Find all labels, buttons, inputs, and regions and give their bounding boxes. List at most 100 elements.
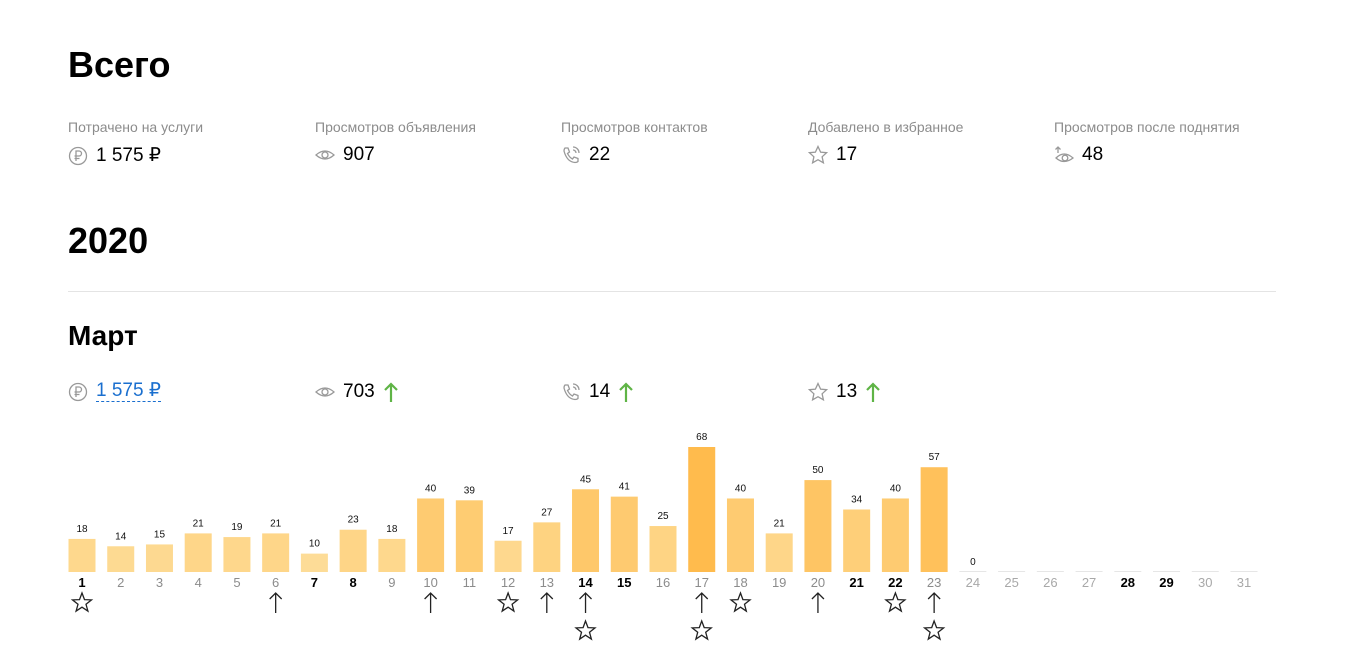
day-label: 10 (423, 575, 437, 590)
day-label: 23 (927, 575, 941, 590)
month-stat: 703 (315, 381, 399, 403)
empty-day (1075, 571, 1103, 572)
stat-label: Просмотров объявления (315, 119, 476, 135)
value-label: 17 (503, 526, 515, 537)
raise-arrow (695, 592, 709, 613)
value-label: 10 (309, 539, 321, 550)
phone-icon (563, 383, 580, 401)
up-arrow (383, 382, 398, 402)
stat-value: 17 (836, 144, 858, 165)
raise-arrow (579, 592, 592, 613)
stat: 22 (561, 144, 610, 166)
value-label: 41 (619, 482, 631, 493)
stat-value: 13 (836, 381, 858, 402)
value-label: 21 (270, 518, 282, 529)
empty-day (998, 571, 1026, 572)
favorite-star (729, 591, 752, 613)
heading: 2020 (68, 220, 149, 261)
phone-icon (563, 146, 580, 164)
bar (649, 526, 677, 572)
bar (417, 498, 445, 572)
bar (688, 447, 716, 572)
day-label: 2 (117, 575, 124, 590)
day-label: 9 (388, 575, 395, 590)
bar (184, 533, 212, 572)
day-label: 22 (888, 575, 902, 590)
ruble-icon (68, 146, 88, 165)
stat-value: 22 (589, 144, 611, 165)
spent-link[interactable]: 1 575 ₽ (96, 380, 161, 402)
stat: 48 (1054, 144, 1103, 166)
stat-label: Просмотров после поднятия (1054, 119, 1240, 135)
value-label: 18 (76, 524, 88, 535)
year-title: 2020 (68, 220, 148, 262)
bar (843, 509, 871, 572)
month-stat: 1 575 ₽ (68, 381, 161, 402)
stat-value: 14 (589, 381, 611, 402)
bar (378, 538, 406, 572)
month-title: Март (68, 320, 138, 352)
day-label: 19 (772, 575, 786, 590)
day-label: 15 (617, 575, 631, 590)
bar (881, 498, 909, 572)
value-label: 68 (696, 432, 708, 443)
stat-value: 907 (343, 144, 375, 165)
value-label: 40 (890, 483, 902, 494)
empty-day (1230, 571, 1258, 572)
stat-label: Потрачено на услуги (68, 119, 204, 135)
day-label: 16 (656, 575, 670, 590)
up-arrow (866, 382, 880, 402)
stat-value: 1 575 ₽ (96, 145, 161, 166)
stat: 17 (808, 144, 857, 166)
day-label: 1 (78, 575, 85, 590)
value-label: 19 (231, 522, 243, 533)
empty-day (1114, 571, 1142, 572)
favorite-star (922, 619, 946, 641)
raise-arrow (540, 592, 554, 613)
raise-arrow (927, 592, 941, 613)
day-label: 4 (195, 575, 202, 590)
value-label: 39 (464, 485, 476, 496)
bar (107, 546, 135, 572)
value-label: 21 (774, 518, 786, 529)
stat: 1 575 ₽ (68, 144, 161, 167)
raise-arrow (811, 592, 825, 613)
stat-value: 703 (343, 381, 375, 402)
day-label: 21 (849, 575, 863, 590)
day-label: 18 (733, 575, 747, 590)
raise-view-icon (1055, 146, 1074, 163)
bar (804, 480, 832, 572)
empty-day (1153, 571, 1181, 572)
up-arrow (619, 382, 633, 402)
value-label: 23 (348, 515, 360, 526)
empty-day (1036, 571, 1064, 572)
day-label: 6 (272, 575, 279, 590)
bar (726, 498, 754, 572)
ruble-icon (68, 382, 88, 401)
divider (68, 291, 1276, 292)
bar (765, 533, 793, 572)
stat-label: Добавлено в избранное (808, 119, 964, 135)
day-label: 13 (540, 575, 554, 590)
favorite-star (574, 619, 597, 641)
day-label: 25 (1004, 575, 1018, 590)
value-label: 14 (115, 531, 127, 542)
day-label: 8 (350, 575, 357, 590)
day-label: 20 (811, 575, 825, 590)
favorite-star (70, 591, 94, 613)
bar (920, 467, 948, 572)
bar (223, 537, 251, 572)
heading: Март (68, 320, 138, 351)
month-stat: 13 (808, 381, 881, 403)
bar (959, 571, 987, 572)
day-label: 27 (1082, 575, 1096, 590)
day-label: 5 (233, 575, 240, 590)
raise-arrow (269, 592, 283, 613)
value-label: 0 (970, 557, 976, 568)
bar (572, 489, 600, 572)
day-label: 31 (1237, 575, 1251, 590)
value-label: 57 (929, 452, 941, 463)
star-icon (808, 145, 828, 165)
